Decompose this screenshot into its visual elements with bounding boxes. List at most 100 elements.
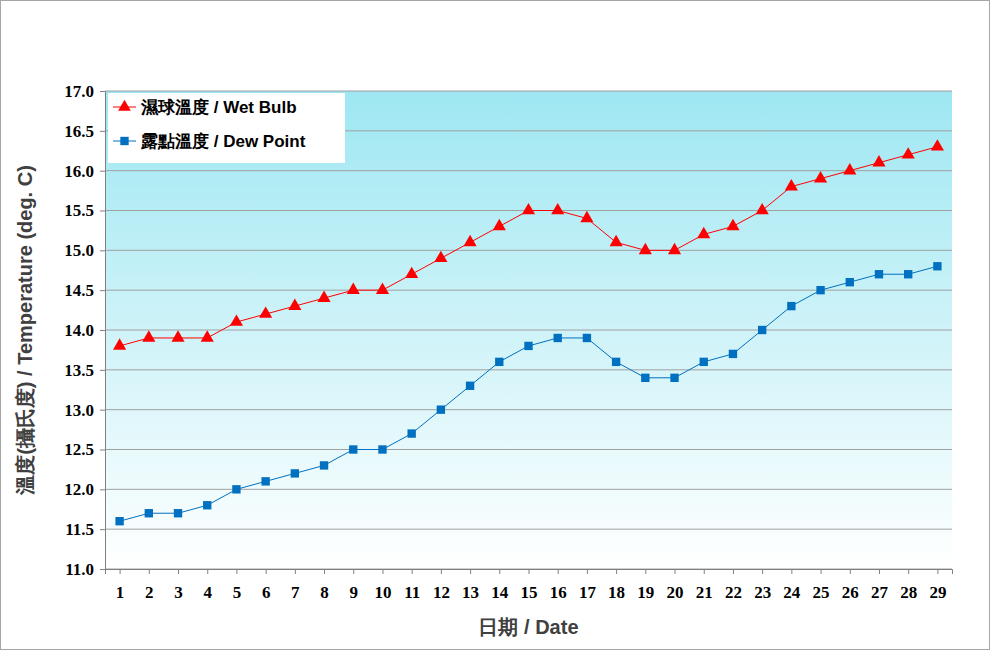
chart: 11.011.512.012.513.013.514.014.515.015.5… (0, 0, 990, 650)
x-tick: 6 (262, 569, 271, 602)
y-tick-label: 11.0 (65, 560, 94, 579)
marker (872, 155, 885, 166)
y-tick: 13.5 (64, 361, 105, 380)
y-tick-label: 12.0 (64, 480, 94, 499)
x-tick-mark (558, 569, 559, 574)
x-tick-label: 19 (637, 583, 654, 602)
marker (787, 302, 795, 310)
x-tick: 1 (116, 569, 125, 602)
legend-background (108, 93, 345, 163)
y-tick: 12.0 (64, 480, 105, 499)
x-tick: 22 (725, 569, 742, 602)
marker (495, 358, 503, 366)
y-tick: 17.0 (64, 82, 105, 101)
x-tick-label: 11 (404, 583, 420, 602)
x-tick: 24 (783, 569, 801, 602)
marker (437, 405, 445, 413)
x-tick: 20 (667, 569, 684, 602)
grid-line (105, 369, 952, 370)
x-tick: 28 (900, 569, 917, 602)
x-tick-label: 26 (842, 583, 859, 602)
y-tick-mark (100, 450, 105, 451)
x-tick: 11 (404, 569, 420, 602)
legend-label: 露點溫度 / Dew Point (140, 132, 306, 151)
marker (843, 163, 856, 174)
marker (524, 342, 532, 350)
y-tick-label: 13.0 (64, 401, 94, 420)
x-tick-label: 14 (491, 583, 509, 602)
marker (201, 330, 214, 341)
marker (203, 501, 211, 509)
x-tick-mark (120, 569, 121, 574)
marker (902, 147, 915, 158)
x-tick-mark (149, 569, 150, 574)
x-tick-mark (382, 569, 383, 574)
x-tick-mark (645, 569, 646, 574)
marker (493, 219, 506, 230)
marker (700, 358, 708, 366)
y-tick-label: 16.0 (64, 162, 94, 181)
y-tick-label: 14.5 (64, 281, 94, 300)
y-tick-mark (100, 370, 105, 371)
marker (259, 306, 272, 317)
grid-line (105, 529, 952, 530)
marker (816, 286, 824, 294)
x-tick: 23 (754, 569, 771, 602)
marker (171, 330, 184, 341)
marker (320, 461, 328, 469)
x-tick-label: 4 (203, 583, 212, 602)
x-tick: 14 (491, 569, 509, 602)
x-tick-mark (850, 569, 851, 574)
y-tick-label: 16.5 (64, 122, 94, 141)
marker (580, 211, 593, 222)
marker (291, 469, 299, 477)
y-tick-mark (100, 131, 105, 132)
x-tick-mark (324, 569, 325, 574)
x-axis-line (106, 570, 953, 575)
x-tick: 9 (350, 569, 359, 602)
marker (610, 235, 623, 246)
y-tick-mark (100, 290, 105, 291)
x-tick: 29 (929, 569, 946, 602)
marker (317, 291, 330, 302)
x-tick-label: 24 (783, 583, 801, 602)
grid-line (105, 330, 952, 331)
y-tick: 14.0 (64, 321, 105, 340)
legend-marker (120, 137, 128, 145)
x-tick-label: 10 (374, 583, 391, 602)
x-tick-label: 13 (462, 583, 479, 602)
y-axis-line (100, 92, 106, 570)
y-tick: 11.0 (65, 560, 105, 579)
legend-label: 濕球溫度 / Wet Bulb (140, 98, 297, 117)
x-tick-label: 5 (233, 583, 242, 602)
y-tick: 16.0 (64, 162, 105, 181)
x-tick: 3 (174, 569, 183, 602)
y-tick: 15.5 (64, 201, 105, 220)
x-tick: 17 (579, 569, 597, 602)
x-tick-mark (791, 569, 792, 574)
x-tick-mark (704, 569, 705, 574)
x-tick: 4 (203, 569, 212, 602)
y-tick-mark (100, 250, 105, 251)
x-tick-mark (236, 569, 237, 574)
x-tick: 13 (462, 569, 479, 602)
x-tick-mark (295, 569, 296, 574)
grid-line (105, 250, 952, 251)
y-tick-label: 11.5 (65, 520, 94, 539)
y-tick-mark (100, 489, 105, 490)
y-tick: 15.0 (64, 241, 105, 260)
x-tick-mark (207, 569, 208, 574)
x-tick-label: 9 (350, 583, 359, 602)
x-tick-mark (937, 569, 938, 574)
x-tick: 15 (521, 569, 538, 602)
marker (288, 299, 301, 310)
marker (933, 262, 941, 270)
y-tick-label: 17.0 (64, 82, 94, 101)
x-axis: 1234567891011121314151617181920212223242… (106, 569, 953, 602)
y-tick-label: 15.0 (64, 241, 94, 260)
x-tick-mark (353, 569, 354, 574)
x-tick: 8 (320, 569, 329, 602)
series-line (120, 147, 938, 346)
marker (904, 270, 912, 278)
x-tick-label: 2 (145, 583, 154, 602)
